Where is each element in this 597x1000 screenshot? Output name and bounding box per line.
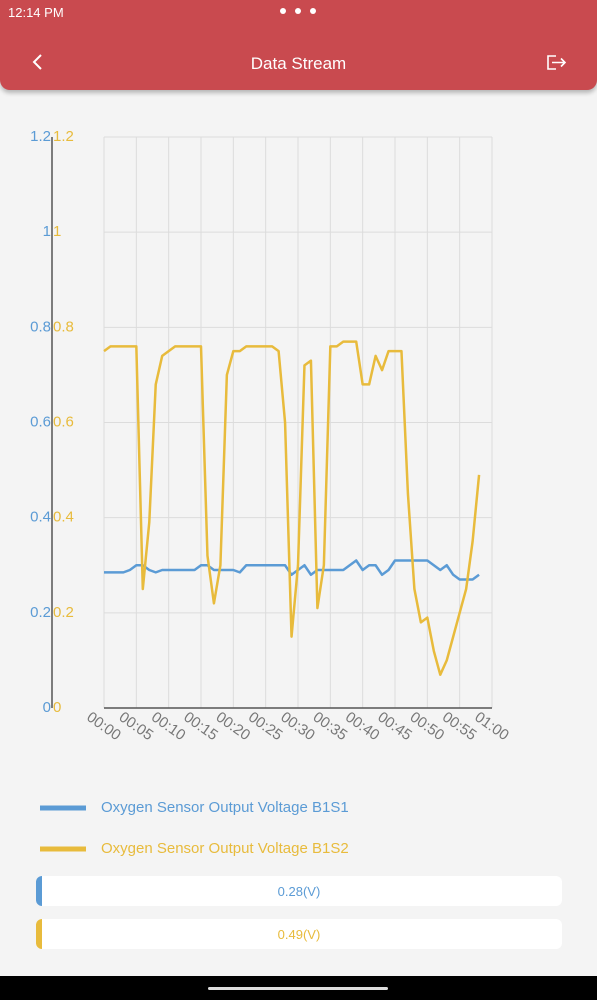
- x-tick-label: 00:05: [116, 709, 157, 744]
- y-tick-label: 0.8: [30, 318, 51, 335]
- series-line: [104, 559, 480, 581]
- y2-tick-label: 0: [53, 699, 61, 716]
- x-tick-label: 00:55: [439, 709, 480, 744]
- y-tick-label: 1.2: [30, 128, 51, 145]
- series-line: [103, 340, 481, 676]
- readout: 0.28(V): [36, 876, 562, 906]
- x-tick-label: 00:15: [180, 709, 221, 744]
- exit-button[interactable]: [547, 55, 567, 70]
- x-tick-label: 00:40: [342, 709, 383, 744]
- x-tick-label: 00:25: [245, 709, 286, 744]
- nav-bar: [0, 976, 597, 1000]
- back-button[interactable]: [32, 54, 42, 70]
- y-tick-label: 1: [43, 223, 51, 240]
- x-tick-label: 00:45: [374, 709, 415, 744]
- y2-tick-label: 0.8: [53, 318, 74, 335]
- legend-label: Oxygen Sensor Output Voltage B1S2: [101, 840, 349, 857]
- x-tick-label: 00:10: [148, 709, 189, 744]
- legend-label: Oxygen Sensor Output Voltage B1S1: [101, 799, 349, 816]
- y2-tick-label: 0.2: [53, 604, 74, 621]
- y-tick-label: 0.4: [30, 509, 51, 526]
- x-tick-label: 00:20: [213, 709, 254, 744]
- readout-value: 0.49(V): [277, 926, 321, 942]
- y2-tick-label: 0.4: [53, 509, 74, 526]
- readout-edge: [36, 876, 42, 906]
- y-tick-label: 0: [43, 699, 51, 716]
- y2-tick-label: 1: [53, 223, 61, 240]
- status-time: 12:14 PM: [8, 5, 64, 20]
- readout: 0.49(V): [36, 919, 562, 949]
- header-title: Data Stream: [250, 54, 347, 73]
- app-header: 12:14 PM Data Stream: [0, 0, 597, 90]
- x-tick-label: 00:50: [407, 709, 448, 744]
- y-tick-label: 0.6: [30, 413, 51, 430]
- x-tick-label: 01:00: [471, 709, 512, 744]
- header-icons: [32, 8, 567, 70]
- x-tick-label: 00:35: [310, 709, 351, 744]
- y-tick-label: 0.2: [30, 604, 51, 621]
- x-tick-label: 00:00: [83, 709, 124, 744]
- chart: 00.20.40.60.811.200.20.40.60.811.200:000…: [30, 128, 512, 857]
- home-indicator[interactable]: [208, 987, 388, 990]
- readout-edge: [36, 919, 42, 949]
- x-tick-label: 00:30: [277, 709, 318, 744]
- readout-value: 0.28(V): [277, 883, 321, 899]
- y2-tick-label: 0.6: [53, 413, 74, 430]
- y2-tick-label: 1.2: [53, 128, 74, 145]
